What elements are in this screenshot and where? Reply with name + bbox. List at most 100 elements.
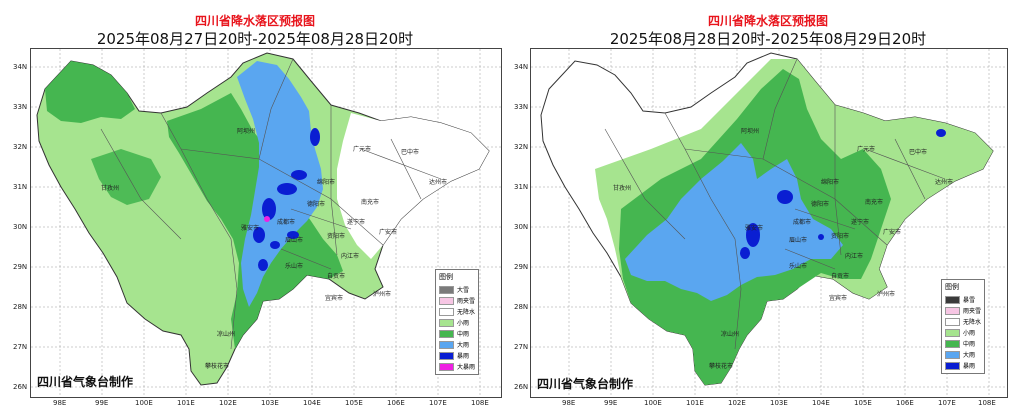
city-label: 甘孜州 (101, 185, 120, 192)
legend: 图例 暴雪 雨夹雪 无降水 小雨 中雨 大雨 暴雨 (941, 279, 985, 374)
city-label: 眉山市 (285, 237, 304, 244)
lat-tick: 34N (13, 63, 28, 71)
city-label: 雅安市 (241, 225, 260, 232)
legend-swatch (945, 317, 960, 326)
legend-swatch (945, 328, 960, 337)
lat-tick: 31N (13, 183, 28, 191)
legend-item: 中雨 (439, 328, 475, 339)
legend-swatch (439, 296, 454, 305)
city-label: 宜宾市 (829, 295, 848, 302)
legend-swatch (945, 361, 960, 370)
lat-tick: 30N (13, 223, 28, 231)
legend-title: 图例 (945, 283, 959, 291)
city-label: 泸州市 (373, 291, 392, 298)
precipitation-map (31, 49, 501, 397)
lon-tick: 98E (53, 399, 67, 407)
lat-tick: 30N (514, 223, 529, 231)
city-label: 自贡市 (831, 273, 850, 280)
city-label: 遂宁市 (347, 219, 366, 226)
city-label: 成都市 (793, 219, 812, 226)
precipitation-map (531, 49, 1007, 397)
city-label: 达州市 (935, 179, 954, 186)
forecast-panel-2: 四川省降水落区预报图 2025年08月28日20时-2025年08月29日20时 (512, 0, 1024, 418)
lat-tick: 28N (13, 303, 28, 311)
legend-title: 图例 (439, 273, 453, 281)
city-label: 眉山市 (789, 237, 808, 244)
city-label: 绵阳市 (821, 179, 840, 186)
city-label: 广元市 (857, 146, 876, 153)
lon-tick: 98E (562, 399, 576, 407)
legend-item: 暴雨 (439, 350, 475, 361)
city-label: 宜宾市 (325, 295, 344, 302)
city-label: 广安市 (883, 229, 902, 236)
legend-item: 大暴雨 (439, 361, 475, 372)
issuer-credit: 四川省气象台制作 (537, 377, 634, 391)
lat-tick: 33N (13, 103, 28, 111)
city-label: 乐山市 (285, 263, 304, 270)
city-label: 成都市 (277, 219, 296, 226)
map-title: 四川省降水落区预报图 (194, 14, 315, 28)
city-label: 广元市 (353, 146, 372, 153)
legend-item: 大雨 (439, 339, 475, 350)
city-label: 泸州市 (877, 291, 896, 298)
lon-tick: 105E (345, 399, 363, 407)
lon-tick: 99E (95, 399, 109, 407)
legend-item: 大雨 (945, 349, 981, 360)
lat-tick: 29N (13, 263, 28, 271)
lat-tick: 34N (514, 63, 529, 71)
city-label: 自贡市 (327, 273, 346, 280)
legend-item: 暴雪 (945, 294, 981, 305)
legend-swatch (945, 295, 960, 304)
forecast-period: 2025年08月27日20时-2025年08月28日20时 (96, 30, 414, 48)
city-label: 凉山州 (217, 331, 236, 338)
lat-tick: 31N (514, 183, 529, 191)
rainstorm-areas (740, 129, 946, 259)
city-label: 甘孜州 (613, 185, 632, 192)
lon-tick: 99E (604, 399, 618, 407)
city-label: 巴中市 (909, 149, 928, 156)
city-label: 阿坝州 (741, 128, 760, 135)
lat-tick: 28N (514, 303, 529, 311)
city-label: 凉山州 (721, 331, 740, 338)
lon-tick: 100E (135, 399, 153, 407)
city-label: 阿坝州 (237, 128, 256, 135)
city-label: 内江市 (341, 253, 360, 260)
lat-tick: 26N (514, 383, 529, 391)
lat-tick: 27N (13, 343, 28, 351)
city-label: 德阳市 (307, 201, 326, 208)
city-label: 乐山市 (789, 263, 808, 270)
legend-item: 小雨 (945, 327, 981, 338)
forecast-panel-1: 四川省降水落区预报图 2025年08月27日20时-2025年08月28日20时 (0, 0, 510, 418)
lon-tick: 102E (219, 399, 237, 407)
legend-item: 小雨 (439, 317, 475, 328)
legend-swatch (439, 318, 454, 327)
lon-tick: 102E (728, 399, 746, 407)
lon-tick: 103E (770, 399, 788, 407)
lon-tick: 106E (896, 399, 914, 407)
lat-tick: 32N (13, 143, 28, 151)
lon-tick: 107E (938, 399, 956, 407)
legend-item: 暴雨 (945, 360, 981, 371)
legend-swatch (439, 362, 454, 371)
legend-swatch (945, 339, 960, 348)
rainstorm-areas (253, 128, 320, 271)
city-label: 巴中市 (401, 149, 420, 156)
city-label: 遂宁市 (851, 219, 870, 226)
map-frame: 阿坝州 甘孜州 广元市 巴中市 达州市 绵阳市 南充市 成都市 遂宁市 广安市 … (530, 48, 1008, 398)
legend-item: 雨夹雪 (945, 305, 981, 316)
city-label: 德阳市 (811, 201, 830, 208)
city-label: 广安市 (379, 229, 398, 236)
legend-item: 中雨 (945, 338, 981, 349)
lon-tick: 108E (978, 399, 996, 407)
forecast-period: 2025年08月28日20时-2025年08月29日20时 (609, 30, 927, 48)
prefecture-borders (604, 58, 946, 350)
city-label: 达州市 (429, 179, 448, 186)
city-label: 资阳市 (327, 233, 346, 240)
lon-tick: 100E (644, 399, 662, 407)
legend-item: 无降水 (439, 306, 475, 317)
lon-tick: 101E (177, 399, 195, 407)
extreme-rainstorm-areas (264, 216, 270, 222)
lat-tick: 26N (13, 383, 28, 391)
legend-swatch (945, 350, 960, 359)
city-label: 绵阳市 (317, 179, 336, 186)
